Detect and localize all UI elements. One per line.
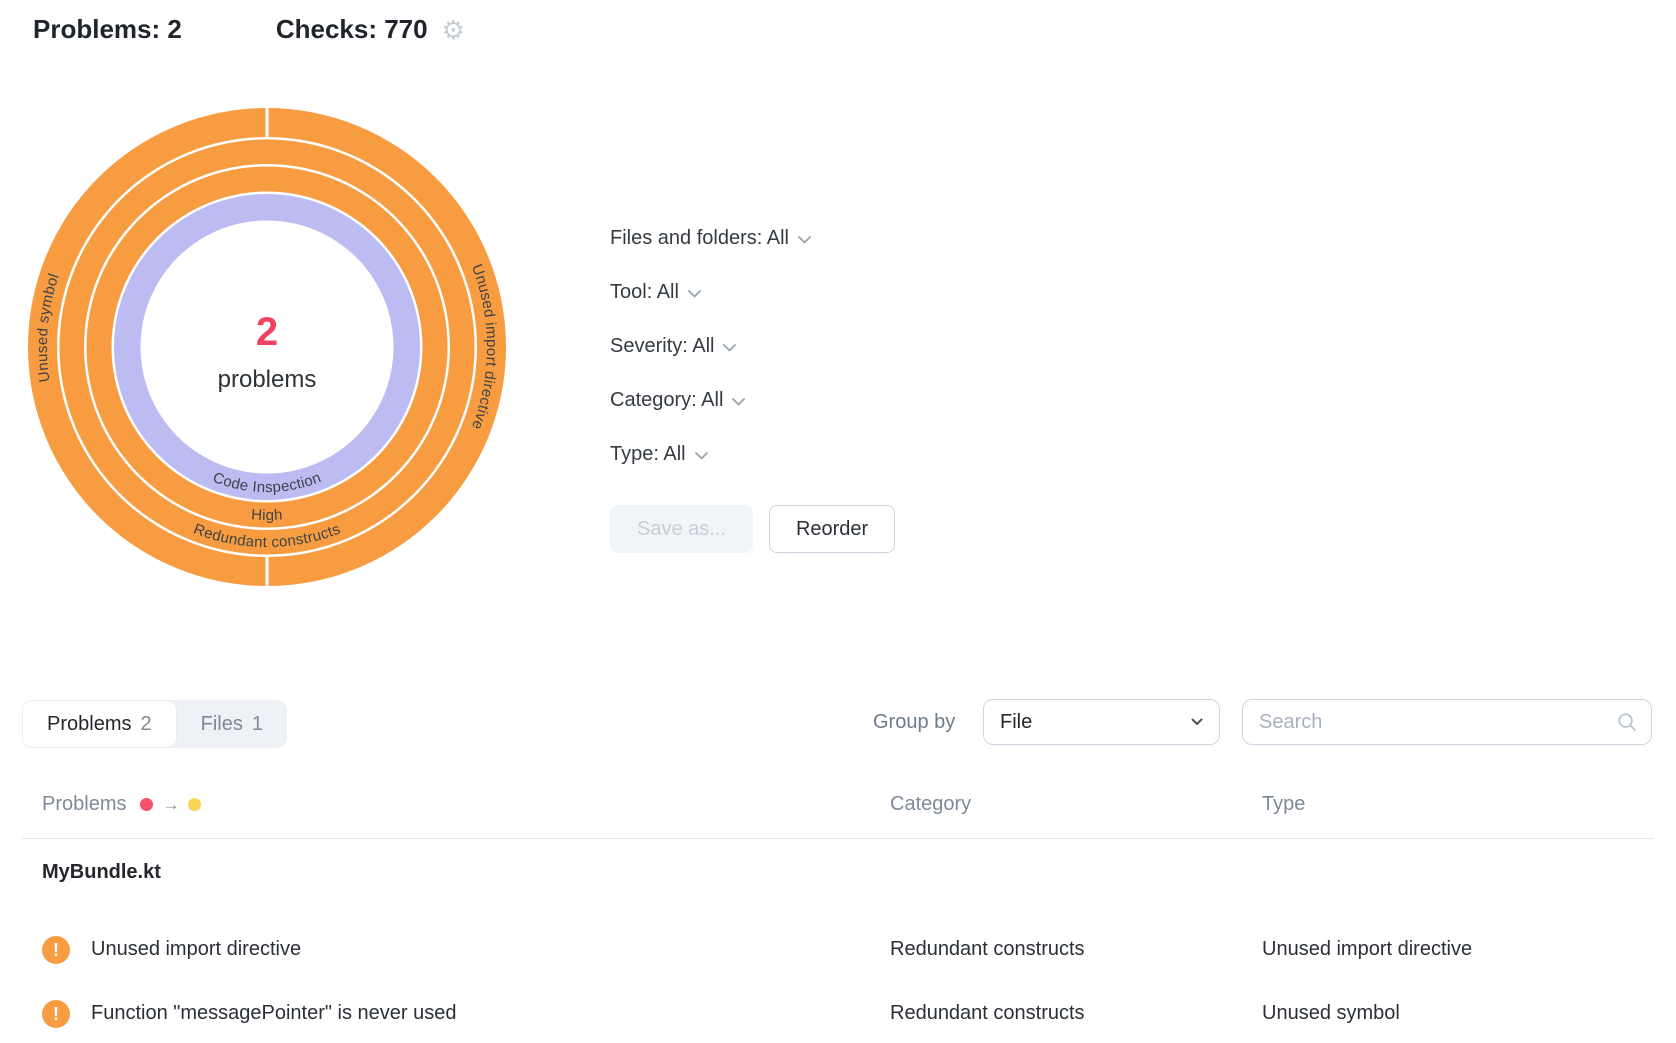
ring-label-high[interactable]: High — [251, 506, 284, 524]
warning-exclamation-icon: ! — [42, 1000, 70, 1028]
tab-label: Files — [200, 712, 243, 735]
problems-sunburst-chart: Unused symbol Unused import directive Re… — [28, 108, 506, 586]
group-by-value: File — [1000, 710, 1033, 733]
type-cell: Unused import directive — [1262, 938, 1473, 960]
search-input[interactable] — [1259, 710, 1617, 734]
warning-exclamation-icon: ! — [42, 936, 70, 964]
filter-label: Files and folders: All — [610, 226, 789, 249]
filter-actions: Save as... Reorder — [610, 505, 896, 553]
problems-count: Problems: 2 — [33, 14, 182, 44]
group-by-label: Group by — [873, 711, 956, 733]
problem-cell[interactable]: Function "messagePointer" is never used — [91, 1002, 457, 1024]
column-label: Problems — [42, 793, 127, 815]
type-cell: Unused symbol — [1262, 1002, 1400, 1024]
problems-total-value: 2 — [256, 310, 278, 354]
table-row[interactable]: ! Unused import directive Redundant cons… — [0, 936, 1676, 964]
save-as-button[interactable]: Save as... — [610, 505, 753, 553]
chevron-down-icon — [723, 343, 737, 351]
filter-label: Category: All — [610, 388, 724, 411]
filter-label: Severity: All — [610, 334, 715, 357]
group-by-select[interactable]: File — [983, 699, 1220, 745]
column-header-type: Type — [1262, 793, 1306, 815]
filter-label: Tool: All — [610, 280, 679, 303]
category-cell: Redundant constructs — [890, 938, 1085, 960]
chevron-down-icon — [1191, 718, 1203, 725]
filter-tool[interactable]: Tool: All — [610, 280, 811, 304]
tab-files[interactable]: Files 1 — [177, 700, 287, 748]
tab-label: Problems — [47, 712, 132, 735]
report-header: Problems: 2 Checks: 770 ⚙ — [33, 14, 465, 45]
chevron-down-icon — [694, 451, 708, 459]
search-icon — [1618, 713, 1636, 731]
filter-severity[interactable]: Severity: All — [610, 334, 811, 358]
table-row[interactable]: ! Function "messagePointer" is never use… — [0, 1000, 1676, 1028]
category-cell: Redundant constructs — [890, 1002, 1085, 1024]
table-header-divider — [22, 838, 1654, 839]
reorder-button[interactable]: Reorder — [768, 505, 896, 553]
chevron-down-icon — [688, 289, 701, 297]
result-tabs: Problems 2 Files 1 — [22, 700, 287, 748]
arrow-right-icon: → — [162, 794, 180, 814]
filter-files-and-folders[interactable]: Files and folders: All — [610, 226, 811, 250]
severity-yellow-dot-icon — [188, 798, 202, 811]
settings-gear-icon[interactable]: ⚙ — [441, 14, 465, 45]
tab-count: 1 — [251, 712, 263, 735]
file-group-row[interactable]: MyBundle.kt — [42, 861, 161, 883]
severity-red-dot-icon — [140, 798, 154, 811]
column-header-problems: Problems → — [42, 793, 202, 816]
checks-count: Checks: 770 — [275, 14, 428, 44]
filter-label: Type: All — [610, 442, 686, 465]
chevron-down-icon — [732, 397, 746, 405]
chevron-down-icon — [798, 235, 811, 243]
filter-category[interactable]: Category: All — [610, 388, 811, 412]
filters-panel: Files and folders: All Tool: All Severit… — [610, 226, 811, 466]
tab-problems[interactable]: Problems 2 — [22, 700, 177, 748]
svg-text:High: High — [251, 506, 284, 524]
column-header-category: Category — [890, 793, 972, 815]
problems-total-label: problems — [218, 366, 317, 393]
filter-type[interactable]: Type: All — [610, 442, 811, 466]
problem-cell[interactable]: Unused import directive — [91, 938, 302, 960]
tab-count: 2 — [140, 712, 152, 735]
chart-center-circle — [140, 220, 394, 474]
search-box — [1242, 699, 1652, 745]
